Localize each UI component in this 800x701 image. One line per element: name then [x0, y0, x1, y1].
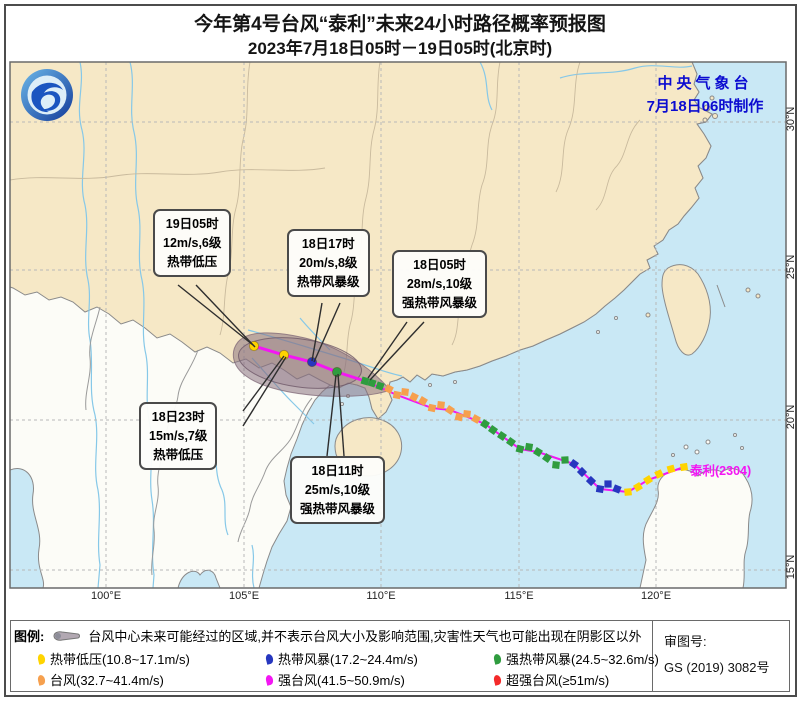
callout-wind: 25m/s,10级 — [304, 482, 371, 497]
callout-18d05h: 18日05时 28m/s,10级 强热带风暴级 — [392, 250, 488, 319]
cone-legend-icon — [53, 630, 81, 641]
map-subtitle: 2023年7月18日05时－19日05时(北京时) — [247, 39, 553, 58]
callout-intensity: 强热带风暴级 — [402, 295, 478, 310]
callout-intensity: 热带低压 — [153, 447, 204, 462]
cone-note: 台风中心未来可能经过的区域,并不表示台风大小及影响范围,灾害性天气也可能出现在阴… — [88, 629, 642, 644]
lat-label-25n: 25°N — [785, 254, 797, 280]
issue-time: 7月18日06时制作 — [646, 98, 764, 115]
legend-box — [10, 620, 790, 692]
map-title: 今年第4号台风“泰利”未来24小时路径概率预报图 — [194, 14, 606, 35]
agency-credit: 中央气象台 7月18日06时制作 — [630, 72, 780, 116]
ty-symbol-icon — [36, 673, 47, 686]
island-taiwan — [661, 264, 711, 356]
legend-divider — [652, 620, 653, 691]
legend-label: 热带风暴(17.2~24.4m/s) — [278, 652, 418, 667]
sty-symbol-icon — [264, 673, 275, 686]
callout-wind: 28m/s,10级 — [406, 276, 473, 291]
callout-18d23h: 18日23时 15m/s,7级 热带低压 — [139, 402, 218, 471]
callout-wind: 12m/s,6级 — [163, 235, 222, 250]
callout-19d05h: 19日05时 12m/s,6级 热带低压 — [153, 209, 232, 278]
callout-time: 18日11时 — [311, 464, 364, 478]
ts-symbol-icon — [264, 652, 275, 665]
callout-intensity: 热带低压 — [167, 254, 218, 269]
legend-label: 强台风(41.5~50.9m/s) — [278, 673, 405, 688]
legend-label: 超强台风(≥51m/s) — [506, 673, 610, 688]
legend-label: 强热带风暴(24.5~32.6m/s) — [506, 652, 659, 667]
legend-item: 台风(32.7~41.4m/s) — [36, 670, 266, 689]
callout-intensity: 热带风暴级 — [297, 274, 360, 289]
callout-time: 18日17时 — [301, 237, 355, 251]
legend-label: 热带低压(10.8~17.1m/s) — [50, 652, 190, 667]
storm-name-label: 泰利(2304) — [690, 464, 752, 478]
lon-label-120e: 120°E — [640, 590, 672, 602]
map-frame — [9, 61, 787, 589]
legend-item: 强热带风暴(24.5~32.6m/s) — [492, 649, 659, 668]
callout-18d17h: 18日17时 20m/s,8级 热带风暴级 — [287, 229, 370, 298]
legend-label: 台风(32.7~41.4m/s) — [50, 673, 164, 688]
approval-number: GS (2019) 3082号 — [664, 660, 770, 675]
legend-row-1: 热带低压(10.8~17.1m/s) 热带风暴(17.2~24.4m/s) 强热… — [36, 649, 659, 668]
sea-gulf-notch — [177, 569, 221, 588]
callout-time: 18日05时 — [413, 258, 466, 272]
legend-item: 热带低压(10.8~17.1m/s) — [36, 649, 266, 668]
agency-name: 中央气象台 — [657, 75, 753, 92]
province-borders — [10, 62, 641, 373]
callout-wind: 15m/s,7级 — [149, 428, 208, 443]
lat-label-30n: 30°N — [785, 106, 797, 132]
legend-row-cone: 图例: 台风中心未来可能经过的区域,并不表示台风大小及影响范围,灾害性天气也可能… — [14, 626, 642, 645]
callout-wind: 20m/s,8级 — [299, 255, 358, 270]
callout-time: 19日05时 — [165, 217, 219, 231]
super-ty-symbol-icon — [492, 673, 503, 686]
callout-18d11h: 18日11时 25m/s,10级 强热带风暴级 — [290, 456, 386, 525]
legend-item: 热带风暴(17.2~24.4m/s) — [264, 649, 494, 668]
legend-row-2: 台风(32.7~41.4m/s) 强台风(41.5~50.9m/s) 超强台风(… — [36, 670, 610, 689]
lon-label-115e: 115°E — [504, 590, 534, 602]
callout-time: 18日23时 — [151, 410, 205, 424]
lat-label-15n: 15°N — [785, 554, 797, 580]
legend-title: 图例: — [14, 629, 45, 644]
legend-item: 强台风(41.5~50.9m/s) — [264, 670, 494, 689]
lon-label-100e: 100°E — [90, 590, 122, 602]
callout-intensity: 强热带风暴级 — [300, 501, 376, 516]
island-luzon — [639, 468, 753, 588]
callout-pointers — [177, 284, 425, 457]
approval-label: 审图号: — [664, 634, 707, 649]
typhoon-track-group — [248, 340, 689, 496]
lon-label-110e: 110°E — [366, 590, 396, 602]
map-approval-number: 审图号: GS (2019) 3082号 — [664, 629, 789, 681]
lon-label-105e: 105°E — [228, 590, 260, 602]
rivers — [78, 62, 693, 588]
islands — [334, 95, 761, 588]
cma-logo — [21, 69, 73, 121]
sts-symbol-icon — [492, 652, 503, 665]
sea-bay-of-bengal — [10, 468, 45, 588]
td-symbol-icon — [36, 652, 47, 665]
lat-label-20n: 20°N — [785, 404, 797, 430]
legend-item: 超强台风(≥51m/s) — [492, 670, 610, 689]
